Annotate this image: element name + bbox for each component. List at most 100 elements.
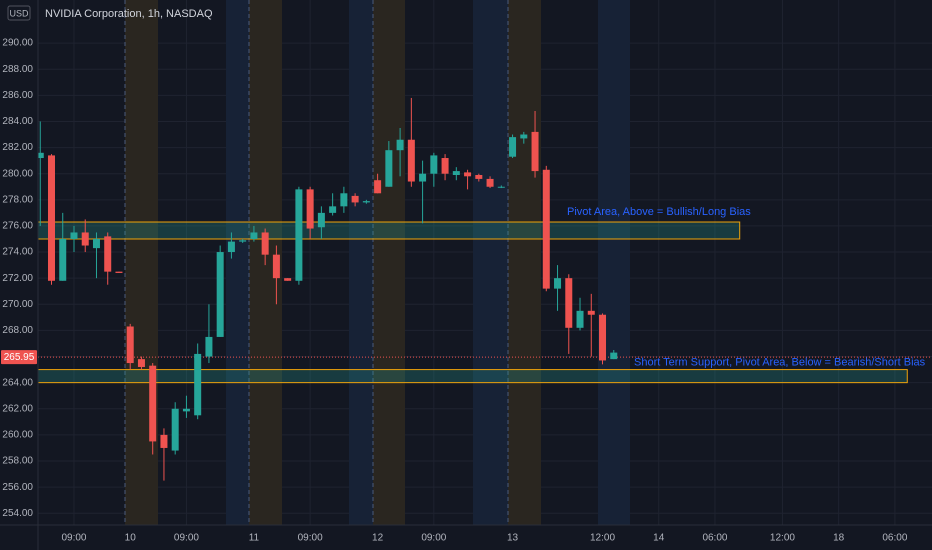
candle-body [464,172,472,177]
y-tick-label: 256.00 [2,482,33,493]
candle-body [340,193,348,207]
x-tick-label: 09:00 [298,533,323,544]
candle-body [419,173,427,182]
y-tick-label: 284.00 [2,116,33,127]
zone [37,221,741,240]
candle-body [520,134,528,139]
x-tick-label: 12:00 [590,533,615,544]
candle-body [317,212,325,228]
candle-body [587,310,595,315]
x-tick-label: 12 [372,533,384,544]
extended-session [349,0,373,525]
candle-body [452,171,460,175]
candle-body [362,201,370,203]
annotation: Pivot Area, Above = Bullish/Long Bias [567,206,751,218]
candle-body [295,189,303,281]
y-tick-label: 274.00 [2,247,33,258]
y-tick-label: 278.00 [2,194,33,205]
candle-body [531,131,539,172]
y-tick-label: 280.00 [2,168,33,179]
x-tick-label: 12:00 [770,533,795,544]
y-tick-label: 282.00 [2,142,33,153]
annotation: Short Term Support, Pivot Area, Below = … [634,356,926,368]
candle-body [441,158,449,174]
zone [37,369,908,384]
candle-body [407,139,415,182]
price-axis [0,0,38,550]
x-tick-label: 13 [507,533,519,544]
candle-body [227,241,235,253]
candle-body [396,139,404,151]
last-price-badge [1,350,37,365]
candle-body [239,240,247,242]
extended-session [473,0,508,525]
candle-body [261,232,269,255]
candle-body [497,186,505,188]
x-tick-label: 06:00 [882,533,907,544]
candle-body [115,271,123,273]
candle-body [59,238,67,281]
candle-body [126,326,134,364]
x-tick-label: 06:00 [702,533,727,544]
y-tick-label: 262.00 [2,403,33,414]
x-tick-label: 10 [125,533,137,544]
candle-body [171,408,179,451]
candle-body [351,195,359,203]
y-tick-label: 288.00 [2,64,33,75]
candle-body [194,353,202,416]
candle-body [554,278,562,289]
x-tick-label: 09:00 [421,533,446,544]
y-tick-label: 290.00 [2,38,33,49]
x-tick-label: 11 [249,533,260,544]
candle-body [104,236,112,272]
candle-body [284,278,292,281]
candle-body [542,169,550,289]
extended-session [373,0,405,525]
y-tick-label: 258.00 [2,456,33,467]
candle-body [81,232,89,246]
currency: USD [9,8,29,18]
last-price-label: 265.95 [4,352,35,363]
x-tick-label: 09:00 [61,533,86,544]
candle-body [92,238,100,249]
extended-session [598,0,630,525]
y-tick-label: 260.00 [2,430,33,441]
candle-body [430,155,438,174]
candle-body [486,178,494,187]
candle-body [149,365,157,442]
candle-body [329,206,337,213]
candle-body [182,408,190,412]
y-tick-label: 264.00 [2,377,33,388]
x-tick-label: 09:00 [174,533,199,544]
y-tick-label: 270.00 [2,299,33,310]
candle-body [565,278,573,328]
candle-body [216,252,224,337]
y-tick-label: 272.00 [2,273,33,284]
candle-body [137,359,145,367]
candle-body [205,336,213,357]
candle-body [250,232,258,239]
candle-body [47,155,55,281]
extended-session [226,0,249,525]
extended-session [508,0,541,525]
candle-body [374,180,382,194]
x-tick-label: 18 [833,533,845,544]
chart-title: NVIDIA Corporation, 1h, NASDAQ [45,8,213,20]
day-separators [124,0,509,525]
candle-body [509,137,517,157]
candle-body [160,434,168,448]
y-tick-label: 268.00 [2,325,33,336]
candle-body [385,150,393,187]
x-tick-label: 14 [653,533,665,544]
y-tick-label: 254.00 [2,508,33,519]
candle-body [272,254,280,279]
candle-body [599,314,607,361]
candle-body [306,189,314,229]
candle-body [70,232,78,239]
time-axis [0,525,932,550]
candle-body [475,175,483,179]
candle-body [610,352,618,360]
candle-body [36,152,44,159]
y-tick-label: 286.00 [2,90,33,101]
